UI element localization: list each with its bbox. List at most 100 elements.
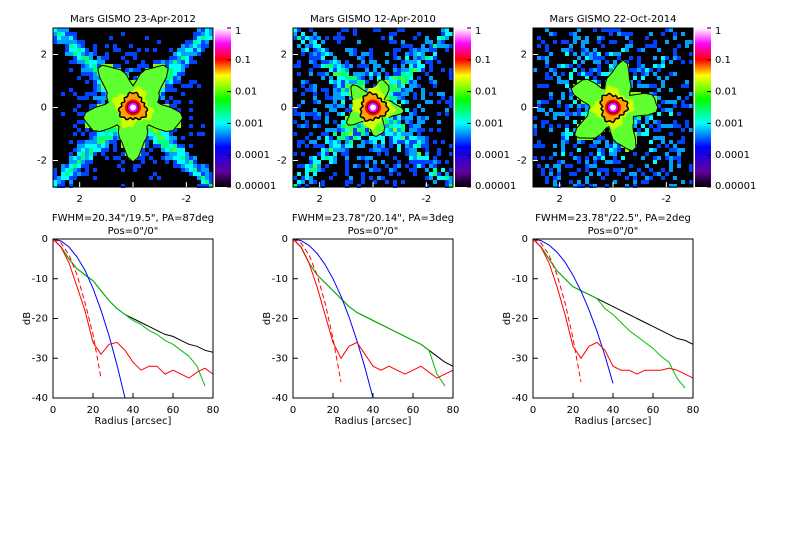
map-pixel	[181, 56, 185, 60]
map-pixel	[625, 60, 629, 64]
map-pixel	[617, 52, 621, 56]
profile-line	[53, 239, 213, 379]
map-pixel	[681, 60, 685, 64]
map-pixel	[541, 124, 545, 128]
map-pixel	[633, 116, 637, 120]
map-pixel	[589, 144, 593, 148]
colorbar-label: 0.00001	[235, 181, 276, 192]
map-pixel	[353, 52, 357, 56]
map-pixel	[405, 100, 409, 104]
map-pixel	[361, 124, 365, 128]
map-pixel	[97, 96, 101, 100]
map-pixel	[549, 128, 553, 132]
map-pixel	[189, 156, 193, 160]
map-pixel	[653, 72, 657, 76]
x-tick-label: 0	[290, 405, 296, 416]
map-pixel	[669, 100, 673, 104]
map-pixel	[297, 164, 301, 168]
map-pixel	[373, 72, 377, 76]
map-pixel	[429, 100, 433, 104]
map-pixel	[413, 80, 417, 84]
map-pixel	[565, 52, 569, 56]
map-pixel	[297, 36, 301, 40]
map-pixel	[573, 100, 577, 104]
map-pixel	[581, 48, 585, 52]
map-pixel	[405, 76, 409, 80]
map-pixel	[61, 172, 65, 176]
map-pixel	[413, 92, 417, 96]
map-pixel	[421, 52, 425, 56]
map-pixel	[613, 144, 617, 148]
map-pixel	[69, 176, 73, 180]
map-pixel	[345, 128, 349, 132]
map-pixel	[593, 52, 597, 56]
map-pixel	[165, 160, 169, 164]
map-pixel	[677, 164, 681, 168]
x-tick-label: 40	[367, 405, 380, 416]
map-pixel	[421, 108, 425, 112]
map-pixel	[577, 168, 581, 172]
map-pixel	[597, 148, 601, 152]
map-pixel	[333, 156, 337, 160]
profile-line	[293, 239, 374, 398]
map-pixel	[325, 116, 329, 120]
map-pixel	[557, 112, 561, 116]
map-pixel	[673, 52, 677, 56]
map-pixel	[565, 128, 569, 132]
map-pixel	[177, 100, 181, 104]
map-pixel	[609, 52, 613, 56]
map-pixel	[81, 44, 85, 48]
map-pixel	[165, 76, 169, 80]
map-pixel	[533, 68, 537, 72]
map-pixel	[357, 144, 361, 148]
map-pixel	[293, 112, 297, 116]
map-pixel	[137, 64, 141, 68]
map-pixel	[545, 180, 549, 184]
profile-line	[533, 239, 582, 383]
map-pixel	[589, 164, 593, 168]
map-pixel	[597, 68, 601, 72]
map-pixel	[377, 152, 381, 156]
map-pixel	[413, 96, 417, 100]
map-pixel	[397, 140, 401, 144]
map-pixel	[305, 184, 309, 188]
map-pixel	[89, 56, 93, 60]
map-pixel	[689, 40, 693, 44]
map-pixel	[401, 180, 405, 184]
map-pixel	[541, 100, 545, 104]
map-pixel	[185, 52, 189, 56]
map-pixel	[569, 112, 573, 116]
beam-map	[53, 28, 213, 188]
map-pixel	[61, 112, 65, 116]
map-pixel	[73, 52, 77, 56]
map-pixel	[305, 176, 309, 180]
map-pixel	[369, 136, 373, 140]
map-pixel	[89, 72, 93, 76]
map-pixel	[325, 120, 329, 124]
map-pixel	[633, 176, 637, 180]
map-pixel	[533, 128, 537, 132]
map-pixel	[425, 40, 429, 44]
map-pixel	[317, 112, 321, 116]
map-pixel	[397, 164, 401, 168]
map-pixel	[393, 48, 397, 52]
map-pixel	[657, 136, 661, 140]
map-pixel	[573, 52, 577, 56]
map-pixel	[681, 128, 685, 132]
map-pixel	[377, 28, 381, 32]
map-pixel	[361, 56, 365, 60]
map-pixel	[157, 144, 161, 148]
map-pixel	[597, 52, 601, 56]
map-pixel	[685, 80, 689, 84]
map-pixel	[561, 132, 565, 136]
map-pixel	[629, 92, 633, 96]
map-pixel	[77, 60, 81, 64]
map-pixel	[313, 52, 317, 56]
map-pixel	[669, 112, 673, 116]
map-pixel	[593, 80, 597, 84]
map-pixel	[405, 60, 409, 64]
map-pixel	[649, 168, 653, 172]
map-pixel	[337, 140, 341, 144]
map-pixel	[585, 36, 589, 40]
map-pixel	[653, 56, 657, 60]
